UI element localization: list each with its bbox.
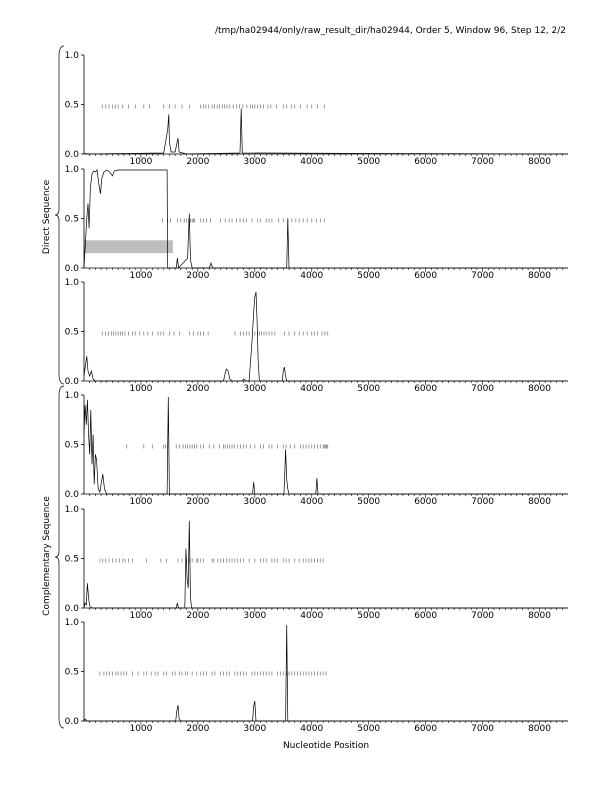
chart-panel-4: 0.0 0.5 1.0 1000 2000 3000 4000 5000 6000 7000 800… — [65, 391, 568, 507]
x-tick-label: 4000 — [300, 724, 323, 734]
brace-complementary — [54, 385, 65, 729]
x-tick-label: 2000 — [186, 384, 209, 394]
group-brackets — [54, 45, 65, 729]
y-tick-label: 0.5 — [65, 441, 79, 451]
x-tick-label: 6000 — [414, 157, 437, 167]
x-tick-label: 7000 — [471, 497, 494, 507]
x-tick-label: 4000 — [300, 157, 323, 167]
chart-panel-6: 0.0 0.5 1.0 1000 2000 3000 4000 5000 6000 7000 800… — [65, 618, 568, 734]
x-tick-label: 5000 — [357, 384, 380, 394]
x-tick-label: 3000 — [243, 724, 266, 734]
x-tick-label: 6000 — [414, 271, 437, 281]
chart-panel-3: 0.0 0.5 1.0 1000 2000 3000 4000 5000 6000 7000 800… — [65, 278, 568, 394]
page-title: /tmp/ha02944/only/raw_result_dir/ha02944… — [215, 26, 566, 36]
x-axis-label: Nucleotide Position — [283, 741, 369, 751]
chart-panel-5: 0.0 0.5 1.0 1000 2000 3000 4000 5000 6000 7000 800… — [65, 505, 568, 621]
y-tick-label: 0.5 — [65, 328, 79, 338]
group-label-direct: Direct Sequence — [42, 179, 52, 254]
y-tick-label: 0.5 — [65, 101, 79, 111]
y-tick-label: 0.0 — [65, 377, 80, 387]
x-tick-label: 6000 — [414, 611, 437, 621]
x-tick-label: 3000 — [243, 271, 266, 281]
x-tick-label: 5000 — [357, 271, 380, 281]
x-tick-label: 3000 — [243, 157, 266, 167]
x-tick-label: 8000 — [528, 497, 551, 507]
x-tick-label: 1000 — [129, 271, 152, 281]
x-tick-label: 4000 — [300, 611, 323, 621]
profile-line — [83, 169, 568, 269]
y-tick-label: 1.0 — [65, 618, 80, 628]
y-tick-label: 0.0 — [65, 264, 80, 274]
profile-line — [83, 396, 568, 495]
x-tick-label: 5000 — [357, 497, 380, 507]
chart-panel-2: 0.0 0.5 1.0 1000 2000 3000 4000 5000 6000 7000 800… — [65, 165, 568, 281]
x-tick-label: 8000 — [528, 157, 551, 167]
x-tick-label: 6000 — [414, 497, 437, 507]
highlight-region — [84, 240, 173, 254]
x-tick-label: 7000 — [471, 271, 494, 281]
x-tick-label: 7000 — [471, 611, 494, 621]
x-tick-label: 5000 — [357, 611, 380, 621]
x-tick-label: 8000 — [528, 271, 551, 281]
x-tick-label: 8000 — [528, 611, 551, 621]
x-tick-label: 1000 — [129, 497, 152, 507]
x-tick-label: 7000 — [471, 157, 494, 167]
profile-line — [83, 108, 569, 155]
x-tick-label: 3000 — [243, 611, 266, 621]
y-tick-label: 0.0 — [65, 150, 80, 160]
x-tick-label: 6000 — [414, 384, 437, 394]
x-tick-label: 2000 — [186, 724, 209, 734]
y-tick-label: 1.0 — [65, 51, 80, 61]
x-tick-label: 4000 — [300, 271, 323, 281]
x-tick-label: 8000 — [528, 724, 551, 734]
y-tick-label: 1.0 — [65, 391, 80, 401]
x-tick-label: 1000 — [129, 611, 152, 621]
x-tick-label: 7000 — [471, 384, 494, 394]
x-tick-label: 8000 — [528, 384, 551, 394]
x-tick-label: 5000 — [357, 724, 380, 734]
panels: 0.0 0.5 1.0 1000 2000 3000 4000 5000 6000 7000 800… — [65, 51, 569, 734]
y-tick-label: 1.0 — [65, 278, 80, 288]
x-tick-label: 1000 — [129, 157, 152, 167]
x-tick-label: 4000 — [300, 384, 323, 394]
brace-direct — [54, 45, 65, 385]
profile-line — [83, 624, 568, 722]
group-label-complementary: Complementary Sequence — [42, 496, 52, 616]
x-tick-label: 1000 — [129, 384, 152, 394]
x-tick-label: 1000 — [129, 724, 152, 734]
y-tick-label: 0.0 — [65, 717, 80, 727]
y-tick-label: 0.0 — [65, 604, 80, 614]
x-tick-label: 3000 — [243, 497, 266, 507]
x-tick-label: 5000 — [357, 157, 380, 167]
x-tick-label: 2000 — [186, 611, 209, 621]
y-tick-label: 0.5 — [65, 215, 79, 225]
y-tick-label: 0.5 — [65, 555, 79, 565]
y-tick-label: 1.0 — [65, 505, 80, 515]
y-tick-label: 0.5 — [65, 668, 79, 678]
x-tick-label: 2000 — [186, 271, 209, 281]
profile-line — [83, 291, 568, 382]
y-tick-label: 1.0 — [65, 165, 80, 175]
profile-line — [83, 520, 568, 609]
y-tick-label: 0.0 — [65, 490, 80, 500]
x-tick-label: 2000 — [186, 157, 209, 167]
x-tick-label: 2000 — [186, 497, 209, 507]
x-tick-label: 6000 — [414, 724, 437, 734]
chart-panel-1: 0.0 0.5 1.0 1000 2000 3000 4000 5000 6000 7000 800… — [65, 51, 569, 167]
x-tick-label: 4000 — [300, 497, 323, 507]
x-tick-label: 7000 — [471, 724, 494, 734]
x-tick-label: 3000 — [243, 384, 266, 394]
